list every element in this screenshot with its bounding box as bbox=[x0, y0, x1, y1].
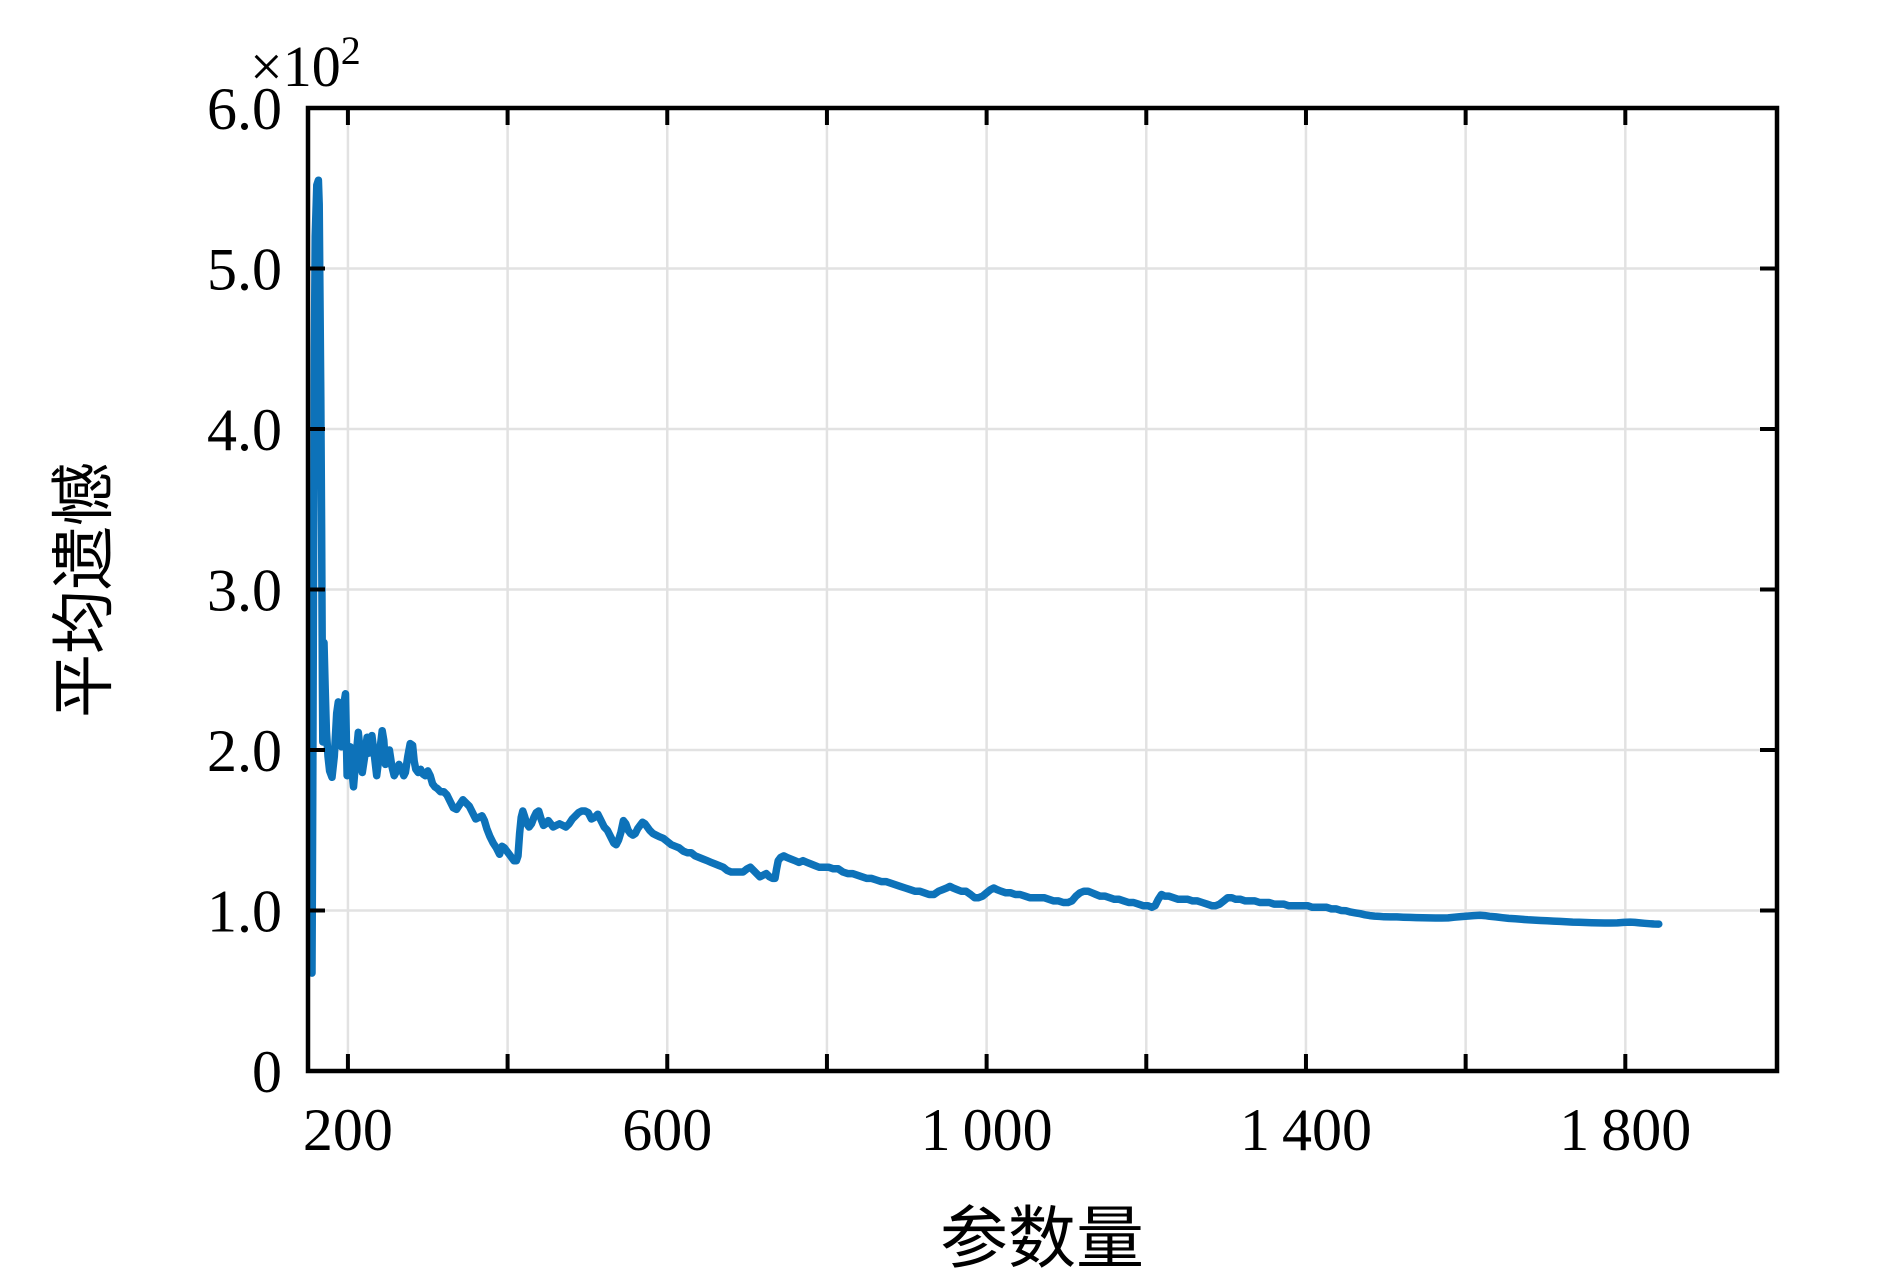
offset-base-text: ×10 bbox=[250, 34, 341, 99]
y-tick-label: 6.0 bbox=[207, 76, 282, 142]
regret-line bbox=[308, 176, 1663, 977]
series-layer bbox=[308, 176, 1663, 977]
y-axis-offset-label: ×102 bbox=[250, 28, 361, 99]
x-tick-label: 600 bbox=[622, 1097, 712, 1163]
axes-frame-layer bbox=[305, 105, 1780, 1074]
x-tick-label: 200 bbox=[303, 1097, 393, 1163]
x-tick-label: 1 000 bbox=[921, 1097, 1053, 1163]
x-tick-label: 1 400 bbox=[1240, 1097, 1372, 1163]
y-axis-title: 平均遗憾 bbox=[49, 462, 120, 718]
grid-layer bbox=[308, 108, 1777, 1071]
y-tick-label: 2.0 bbox=[207, 718, 282, 784]
y-tick-label: 4.0 bbox=[207, 397, 282, 463]
y-tick-label: 0 bbox=[252, 1039, 282, 1105]
x-tick-label: 1 800 bbox=[1559, 1097, 1691, 1163]
y-tick-label: 5.0 bbox=[207, 237, 282, 303]
offset-exponent-text: 2 bbox=[341, 28, 361, 73]
tick-label-layer: 200 600 1 000 1 400 1 800 0 1.0 2.0 3.0 4.0 5.0 6.0 bbox=[207, 76, 1691, 1163]
x-axis-title: 参数量 bbox=[940, 1201, 1144, 1275]
y-tick-label: 3.0 bbox=[207, 558, 282, 624]
y-tick-label: 1.0 bbox=[207, 879, 282, 945]
